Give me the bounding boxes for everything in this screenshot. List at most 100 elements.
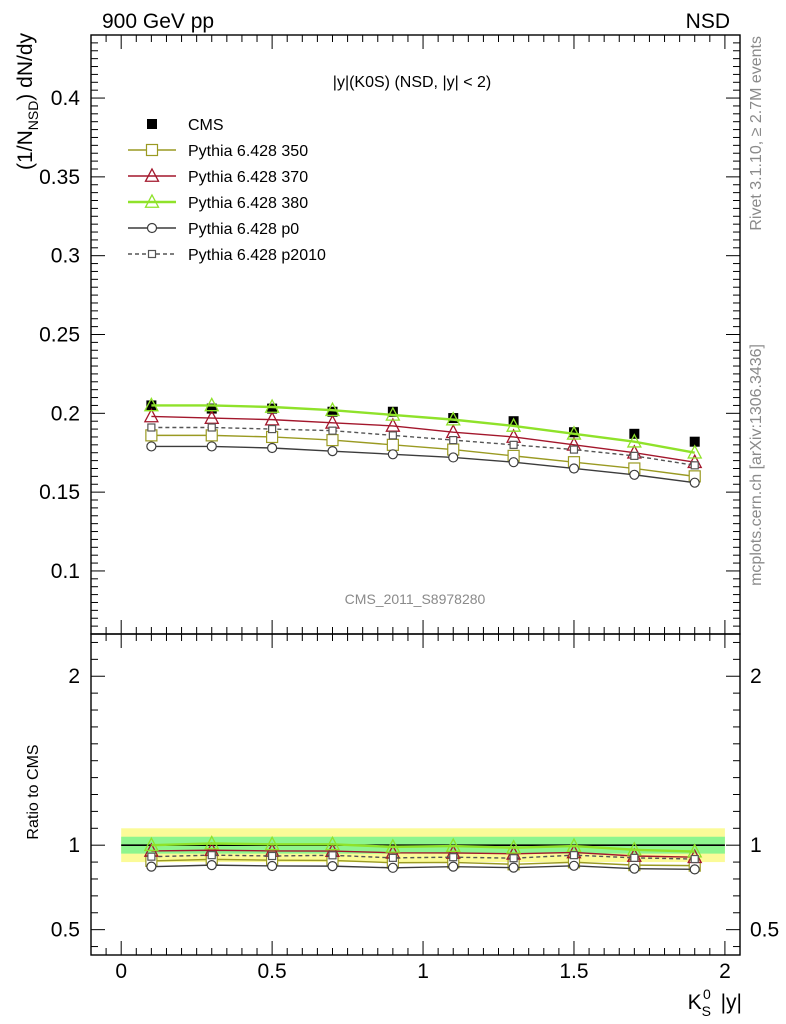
legend-label: Pythia 6.428 370 [188,169,308,186]
ratio-point-p380 [324,835,341,851]
legend-entry-p380: Pythia 6.428 380 [128,193,308,212]
main-series-p2010 [147,423,699,470]
main-point-p380 [324,401,341,417]
ratio-point-p380 [445,837,461,852]
main-point-p2010 [569,445,579,454]
main-point-p2010 [268,424,277,434]
main-point-p2010 [630,451,639,460]
ratio-y-tick-label-right: 2 [750,665,762,688]
header-left-label: 900 GeV pp [102,10,214,33]
main-point-p2010 [690,461,699,470]
main-point-p0 [146,441,157,452]
x-tick-label: 1 [417,960,429,983]
main-point-cms [327,406,338,417]
legend-marker [144,167,160,182]
y-tick-label: 0.15 [39,481,80,504]
main-point-p2010 [147,423,156,432]
ratio-line-p370 [151,849,695,858]
plot-title: |y|(K0S) (NSD, |y| < 2) [333,74,491,91]
main-point-cms [508,416,519,427]
ratio-point-p2010 [207,851,216,860]
main-point-p370 [385,417,401,432]
axes: 0 0.5 1 1.5 2 0.1 0.15 0.2 0.25 0.3 0.35 0.4 0.5 0.5 1… [39,34,779,983]
x-tick-label: 1.5 [559,960,588,983]
main-point-p0 [568,463,580,474]
main-series-p380 [143,397,703,459]
xlabel: KS0 |y| [688,986,742,1019]
legend-entry-p350: Pythia 6.428 350 [128,143,308,160]
ratio-y-tick-label: 0.5 [51,919,80,942]
ratio-point-p380 [264,835,280,851]
main-point-p380 [566,425,582,440]
legend-entry-p2010: Pythia 6.428 p2010 [128,247,326,264]
legend: CMS Pythia 6.428 350 Pythia 6.428 370 Pythi… [128,117,326,264]
main-line-p370 [151,415,695,463]
main-point-p0 [387,449,398,460]
y-tick-label: 0.25 [39,324,80,347]
main-point-p2010 [388,431,397,440]
main-series-p0 [146,441,700,488]
ratio-point-p2010 [690,854,699,864]
rivet-version-label: Rivet 3.1.10, ≥ 2.7M events [748,36,765,231]
x-tick-label: 0 [115,960,127,983]
main-point-p370 [204,409,220,424]
legend-marker [147,249,157,259]
legend-label: Pythia 6.428 p2010 [188,247,326,264]
main-point-p380 [264,398,280,413]
legend-entry-p0: Pythia 6.428 p0 [128,221,299,238]
y-tick-label: 0.2 [51,402,80,425]
ratio-line-p350 [151,858,695,867]
main-point-p0 [448,452,459,463]
ratio-point-p0 [146,861,157,872]
main-line-p350 [151,434,695,478]
main-point-p350 [386,438,399,451]
ratio-y-tick-label: 1 [68,834,80,857]
main-point-p350 [326,434,339,447]
ratio-series-p0 [146,860,700,875]
ratio-line-p0 [151,864,695,871]
ratio-y-tick-label: 2 [68,665,80,688]
main-point-p380 [626,433,642,448]
series-layer [143,397,703,875]
ratio-point-p380 [204,835,220,850]
ratio-point-p380 [506,839,522,854]
main-point-p380 [687,444,703,459]
main-point-cms [448,413,459,424]
ratio-point-p2010 [147,852,156,861]
y-tick-label: 0.1 [51,560,80,583]
main-point-p370 [143,408,159,423]
ratio-point-p2010 [569,851,579,860]
ratio-point-p0 [629,863,640,874]
ratio-point-p0 [327,861,338,872]
main-point-p0 [206,441,217,452]
ratio-point-p2010 [449,853,458,862]
y-tick-label: 0.4 [51,87,81,110]
ratio-point-p0 [508,862,519,873]
legend-marker [146,222,158,234]
ratio-point-p2010 [328,851,337,860]
mcplots-label: mcplots.cern.ch [arXiv:1306.3436] [748,344,765,586]
main-ylabel: (1/NNSD) dN/dy [14,33,41,170]
ratio-point-p0 [568,860,580,871]
header-right-label: NSD [686,10,730,33]
legend-marker [144,193,160,208]
legend-label: Pythia 6.428 350 [188,143,308,160]
legend-entry-cms: CMS [147,117,224,134]
ratio-point-p2010 [509,854,518,863]
main-point-p2010 [207,423,216,432]
legend-marker [145,143,159,157]
main-point-cms [689,436,700,447]
ratio-series-p2010 [147,851,699,864]
ratio-point-p2010 [630,853,639,862]
ratio-point-p2010 [388,853,397,862]
watermark: CMS_2011_S8978280 [345,591,486,607]
y-tick-label: 0.3 [51,245,80,268]
x-tick-label: 0.5 [258,960,287,983]
ratio-point-p0 [267,860,278,872]
main-point-p0 [327,446,338,457]
legend-label: CMS [188,117,224,134]
legend-entry-p370: Pythia 6.428 370 [128,167,308,186]
ratio-y-tick-label-right: 1 [750,834,762,857]
main-point-p380 [445,411,461,426]
main-point-cms [206,403,217,414]
